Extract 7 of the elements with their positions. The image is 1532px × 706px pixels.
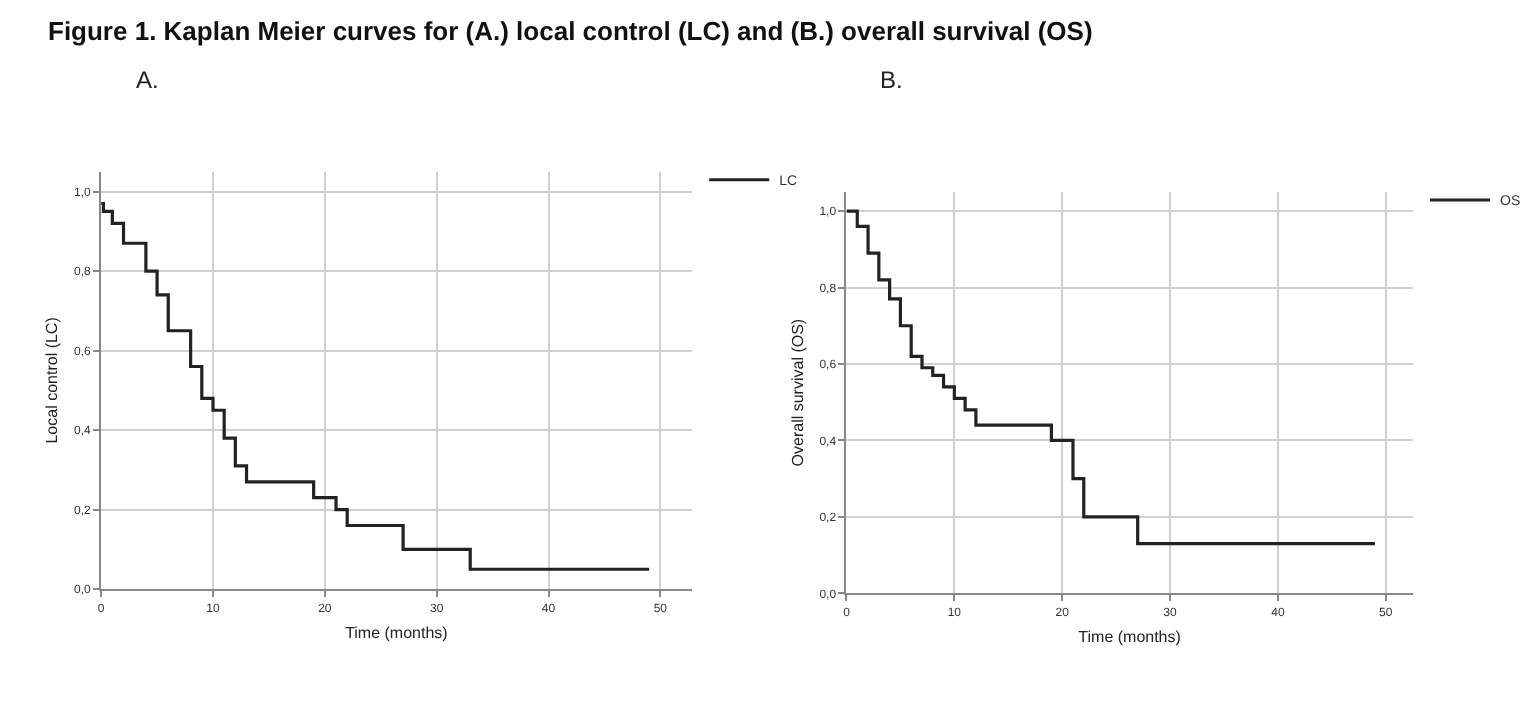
x-axis-title: Time (months) [345, 623, 449, 642]
y-axis-title: Local control (LC) [43, 316, 62, 444]
x-axis-title: Time (months) [1078, 627, 1182, 646]
y-axis-title: Overall survival (OS) [788, 318, 807, 467]
caption: Figure 1. Kaplan Meier curves for (A.) local control (LC) and (B.) overall survival (OS) [48, 16, 1093, 46]
chart-title: A. [136, 66, 159, 94]
chart-title: B. [880, 66, 903, 94]
